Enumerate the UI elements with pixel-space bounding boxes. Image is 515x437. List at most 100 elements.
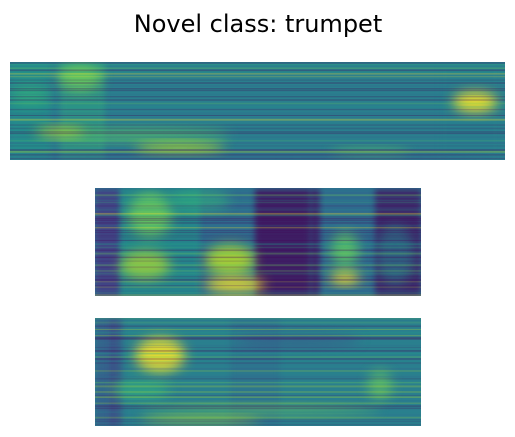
stripe (95, 321, 421, 324)
stripe (95, 272, 421, 275)
blob (140, 405, 380, 415)
stripe (95, 334, 421, 337)
stripe (10, 99, 505, 101)
stripe (10, 102, 505, 105)
stripe (95, 411, 421, 413)
stripe (95, 396, 421, 399)
stripe (10, 88, 505, 90)
blob (375, 225, 415, 285)
stripe (95, 256, 421, 259)
stripe (10, 149, 505, 151)
stripe (95, 246, 421, 249)
stripe (95, 319, 421, 322)
spectrogram (10, 62, 505, 160)
stripe (95, 331, 421, 334)
blob (110, 380, 170, 400)
stripe (95, 219, 421, 221)
stripe (95, 237, 421, 239)
stripe (95, 190, 421, 192)
blob (205, 245, 255, 275)
stripe (95, 394, 421, 397)
stripe (95, 239, 421, 242)
stripe (10, 118, 505, 121)
stripe (95, 362, 421, 364)
stripe (95, 338, 421, 340)
stripe (10, 79, 505, 81)
stripe (95, 346, 421, 348)
stripe (10, 105, 505, 108)
blob (368, 370, 392, 400)
stripe (10, 122, 505, 124)
figure-title: Novel class: trumpet (134, 10, 382, 38)
stripe (95, 391, 421, 393)
stripe (95, 209, 421, 211)
stripe (95, 275, 421, 278)
stripe (95, 194, 421, 197)
stripe (95, 234, 421, 237)
stripe (10, 85, 505, 87)
stripe (95, 285, 421, 287)
column (255, 188, 310, 296)
stripe (95, 221, 421, 224)
blob (240, 332, 360, 348)
blob (170, 188, 230, 212)
blob (330, 272, 360, 284)
blob (128, 193, 172, 237)
stripe (10, 124, 505, 126)
stripe (95, 344, 421, 347)
stripe (10, 157, 505, 160)
stripe (95, 360, 421, 363)
blob (120, 251, 170, 279)
column (10, 62, 50, 160)
stripe (10, 145, 505, 147)
stripe (95, 199, 421, 201)
stripe (95, 375, 421, 378)
stripe (10, 112, 505, 115)
stripe (95, 352, 421, 355)
blob (140, 416, 260, 424)
blob (205, 278, 265, 292)
stripe (95, 188, 421, 190)
stripe (95, 214, 421, 217)
stripe (95, 407, 421, 410)
stripe (95, 325, 421, 328)
blob (135, 338, 185, 372)
stripe (10, 116, 505, 119)
stripe (95, 216, 421, 218)
stripe (95, 270, 421, 272)
stripe (95, 264, 421, 267)
stripe (95, 423, 421, 426)
stripe (95, 229, 421, 232)
stripe (10, 131, 505, 133)
stripe (10, 64, 505, 66)
stripe (95, 356, 421, 358)
stripe (95, 328, 421, 331)
blob (58, 64, 102, 92)
stripe (95, 249, 421, 252)
stripe (95, 205, 421, 207)
stripe (95, 290, 421, 292)
stripe (95, 260, 421, 262)
stripe (95, 420, 421, 423)
stripe (95, 372, 421, 374)
stripe (95, 402, 421, 405)
stripe (10, 67, 505, 70)
stripe (95, 212, 421, 215)
blob (453, 92, 497, 112)
blob (10, 85, 50, 105)
stripe (95, 266, 421, 269)
blob (135, 143, 225, 153)
stripe (95, 370, 421, 372)
stripe (95, 207, 421, 210)
stripe (10, 89, 505, 92)
stripe (10, 154, 505, 156)
stripe (10, 127, 505, 130)
stripe (95, 196, 421, 198)
blob (331, 232, 359, 268)
stripe (95, 225, 421, 227)
stripe (10, 75, 505, 78)
stripe (10, 133, 505, 135)
stripe (95, 381, 421, 384)
stripe (95, 336, 421, 339)
